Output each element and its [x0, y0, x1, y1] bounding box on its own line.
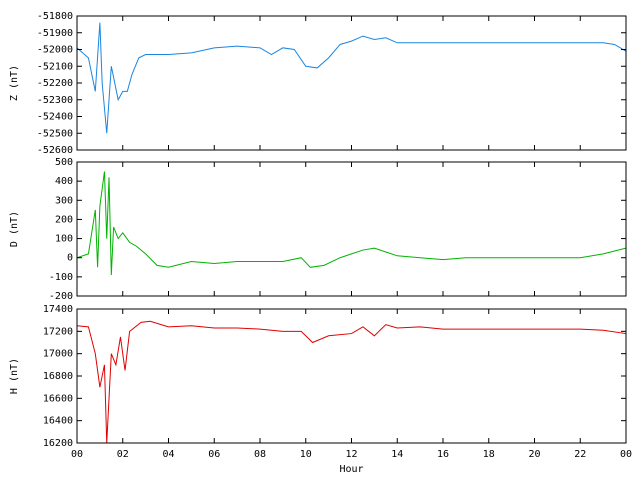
- y-tick-label: 400: [55, 176, 73, 187]
- y-tick-label: 17200: [43, 326, 73, 337]
- y-tick-label: 200: [55, 214, 73, 225]
- x-axis-label: Hour: [339, 464, 363, 475]
- y-tick-label: -200: [49, 291, 73, 302]
- y-tick-label: -52100: [37, 61, 73, 72]
- x-tick-label: 14: [391, 449, 403, 460]
- plot-frame: [76, 161, 627, 297]
- y-tick-label: -51900: [37, 28, 73, 39]
- y-tick-label: 16200: [43, 438, 73, 449]
- data-line: [76, 171, 627, 275]
- y-axis-label: D (nT): [9, 211, 20, 247]
- x-tick-label: 00: [71, 449, 83, 460]
- x-tick-label: 10: [300, 449, 312, 460]
- x-tick-label: 08: [254, 449, 266, 460]
- y-tick-label: 500: [55, 157, 73, 168]
- y-tick-label: 17400: [43, 304, 73, 315]
- x-tick-label: 06: [208, 449, 220, 460]
- y-tick-label: 300: [55, 195, 73, 206]
- x-tick-label: 00: [620, 449, 632, 460]
- x-tick-label: 16: [437, 449, 449, 460]
- y-tick-label: 16600: [43, 393, 73, 404]
- y-tick-label: -52400: [37, 112, 73, 123]
- x-tick-label: 12: [345, 449, 357, 460]
- y-axis-label: H (nT): [9, 358, 20, 394]
- y-tick-label: -100: [49, 272, 73, 283]
- y-tick-label: 0: [67, 253, 73, 264]
- x-tick-label: 04: [162, 449, 174, 460]
- y-tick-label: -51800: [37, 11, 73, 22]
- x-tick-label: 20: [528, 449, 540, 460]
- y-tick-label: -52600: [37, 145, 73, 156]
- data-line: [76, 22, 627, 134]
- y-axis-label: Z (nT): [9, 65, 20, 101]
- y-tick-label: -52200: [37, 78, 73, 89]
- y-tick-label: 100: [55, 234, 73, 245]
- x-tick-label: 02: [117, 449, 129, 460]
- y-tick-label: -52500: [37, 128, 73, 139]
- x-tick-label: 18: [483, 449, 495, 460]
- y-tick-label: 16800: [43, 371, 73, 382]
- y-tick-label: 17000: [43, 349, 73, 360]
- data-line: [76, 320, 627, 444]
- plot-frame: [76, 15, 627, 151]
- y-tick-label: 16400: [43, 416, 73, 427]
- x-tick-label: 22: [574, 449, 586, 460]
- y-tick-label: -52300: [37, 95, 73, 106]
- y-tick-label: -52000: [37, 45, 73, 56]
